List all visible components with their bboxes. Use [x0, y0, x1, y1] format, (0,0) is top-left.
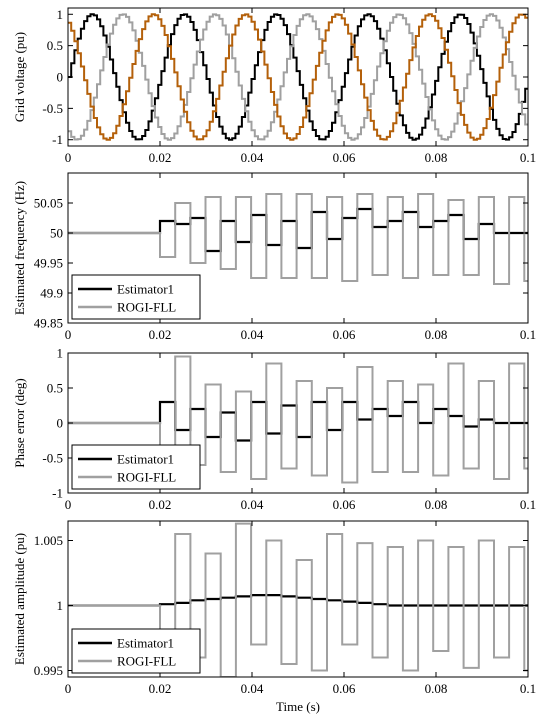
plot-area	[68, 193, 528, 285]
y-tick-label: 1	[57, 346, 64, 361]
legend-label: Estimator1	[117, 636, 174, 651]
y-axis-label: Estimated frequency (Hz)	[12, 181, 27, 315]
legend: Estimator1 ROGI-FLL	[71, 444, 201, 490]
x-tick-label: 0	[65, 150, 72, 165]
plot-area	[68, 355, 528, 484]
y-tick-label: 0.5	[47, 381, 63, 396]
y-tick-label: 49.85	[34, 316, 63, 331]
x-tick-label: 0.06	[333, 497, 356, 512]
panel-2: 0 0.02 0.04 0.06 0.08 0.1 49.85 49.9 49.95 50 50.0…	[12, 172, 536, 342]
series-line-rogi-fll	[68, 355, 528, 484]
x-tick-label: 0.06	[333, 327, 356, 342]
x-tick-label: 0.08	[425, 681, 448, 696]
series-line-phase-2	[68, 13, 528, 141]
y-tick-label: 0.995	[34, 663, 63, 678]
x-tick-label: 0.04	[241, 497, 264, 512]
x-axis-label: Time (s)	[276, 699, 320, 714]
x-tick-label: 0.1	[520, 681, 536, 696]
x-tick-label: 0.08	[425, 327, 448, 342]
legend-label: ROGI-FLL	[117, 654, 176, 669]
y-tick-label: -0.5	[42, 451, 63, 466]
series-line-rogi-fll	[68, 193, 528, 285]
legend-label: Estimator1	[117, 452, 174, 467]
legend-box	[71, 628, 201, 674]
legend-box	[71, 444, 201, 490]
y-axis-label: Phase error (deg)	[12, 378, 27, 468]
x-tick-label: 0.02	[149, 681, 172, 696]
plot-area	[68, 13, 528, 141]
legend-box	[71, 274, 201, 320]
x-tick-label: 0.04	[241, 327, 264, 342]
series-line-rogi-fll	[68, 522, 528, 677]
y-axis-label: Estimated amplitude (pu)	[12, 533, 27, 665]
x-tick-label: 0.02	[149, 327, 172, 342]
x-tick-label: 0	[65, 497, 72, 512]
y-tick-label: 49.9	[40, 286, 63, 301]
plot-area	[68, 522, 528, 677]
y-tick-label: 1	[57, 7, 64, 22]
y-axis-label: Grid voltage (pu)	[12, 32, 27, 122]
legend-label: Estimator1	[117, 282, 174, 297]
panel-1: 0 0.02 0.04 0.06 0.08 0.1 -1 -0.5 0 0.5 1 Grid volt…	[12, 7, 536, 165]
x-tick-label: 0.08	[425, 150, 448, 165]
axes-box	[67, 172, 529, 324]
x-tick-label: 0	[65, 327, 72, 342]
series-line-estimator1	[68, 207, 528, 253]
y-tick-label: 1.005	[34, 533, 63, 548]
legend-label: ROGI-FLL	[117, 470, 176, 485]
x-tick-label: 0.08	[425, 497, 448, 512]
x-tick-label: 0.06	[333, 681, 356, 696]
axes-box	[67, 520, 529, 678]
x-tick-label: 0.1	[520, 327, 536, 342]
y-tick-label: -1	[52, 486, 63, 501]
y-tick-label: 50.05	[34, 196, 63, 211]
panel-4: 0 0.02 0.04 0.06 0.08 0.1 0.995 1 1.005 Estimated…	[12, 520, 536, 714]
y-tick-label: -1	[52, 132, 63, 147]
series-line-phase-3	[68, 13, 528, 141]
x-tick-label: 0.04	[241, 150, 264, 165]
x-tick-label: 0	[65, 681, 72, 696]
x-tick-label: 0.02	[149, 150, 172, 165]
legend: Estimator1 ROGI-FLL	[71, 628, 201, 674]
legend: Estimator1 ROGI-FLL	[71, 274, 201, 320]
x-tick-label: 0.1	[520, 497, 536, 512]
y-tick-label: 50	[50, 226, 63, 241]
series-line-estimator1	[68, 400, 528, 442]
x-tick-label: 0.1	[520, 150, 536, 165]
x-tick-label: 0.06	[333, 150, 356, 165]
x-tick-label: 0.02	[149, 497, 172, 512]
y-tick-label: -0.5	[42, 101, 63, 116]
x-tick-label: 0.04	[241, 681, 264, 696]
series-line-estimator1	[68, 593, 528, 607]
panel-3: 0 0.02 0.04 0.06 0.08 0.1 -1 -0.5 0 0.5 1 Phase err…	[12, 346, 536, 513]
axes-box	[67, 7, 529, 147]
series-line-phase-1	[68, 13, 528, 141]
y-tick-label: 1	[57, 598, 64, 613]
y-tick-label: 0	[57, 416, 64, 431]
y-tick-label: 49.95	[34, 256, 63, 271]
y-tick-label: 0.5	[47, 38, 63, 53]
y-tick-label: 0	[57, 70, 64, 85]
legend-label: ROGI-FLL	[117, 300, 176, 315]
